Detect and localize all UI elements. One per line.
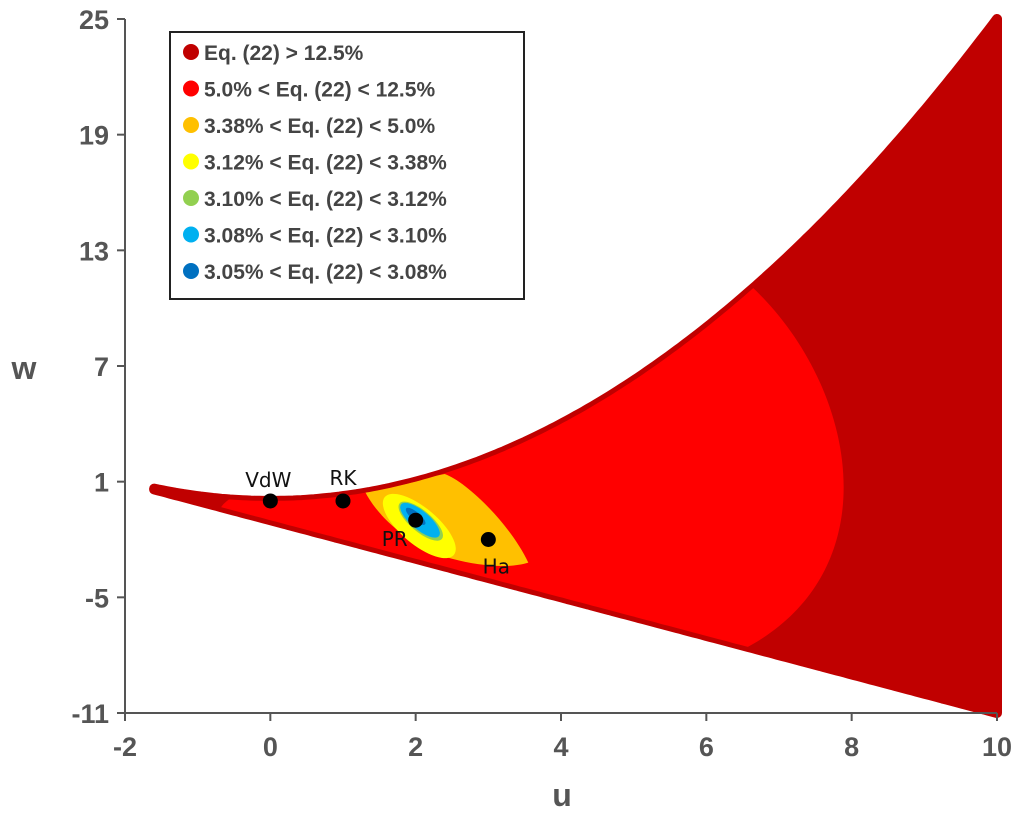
y-tick-label: -5 — [85, 583, 109, 613]
x-axis-label: u — [552, 777, 572, 813]
legend-label: 3.05% < Eq. (22) < 3.08% — [204, 261, 447, 284]
x-tick-label: 2 — [408, 732, 423, 762]
x-tick-label: 10 — [982, 732, 1012, 762]
legend-label: Eq. (22) > 12.5% — [204, 42, 364, 65]
legend-label: 3.10% < Eq. (22) < 3.12% — [204, 188, 447, 211]
y-axis-label: w — [11, 350, 37, 386]
y-ticks: 25 19 13 7 1 -5 -11 — [71, 5, 125, 729]
point-pr — [408, 512, 424, 528]
legend-marker — [183, 44, 199, 60]
x-tick-label: 0 — [263, 732, 278, 762]
point-ha — [480, 532, 496, 547]
x-tick-label: -2 — [113, 732, 137, 762]
y-tick-label: 19 — [79, 121, 109, 151]
legend-marker — [183, 80, 199, 97]
point-vdw — [262, 493, 278, 509]
legend-marker — [183, 226, 199, 243]
legend-label: 3.08% < Eq. (22) < 3.10% — [204, 225, 447, 248]
y-tick-label: 7 — [94, 352, 109, 382]
legend-entries: Eq. (22) > 12.5% 5.0% < Eq. (22) < 12.5% 3… — [183, 42, 447, 284]
legend-marker — [183, 190, 199, 206]
point-rk — [335, 493, 351, 509]
legend: Eq. (22) > 12.5% 5.0% < Eq. (22) < 12.5% 3… — [169, 31, 525, 300]
error-contours — [218, 285, 844, 654]
axes: -2 0 2 4 6 8 10 25 19 13 7 1 -5 -11 u w — [11, 5, 1012, 813]
legend-label: 5.0% < Eq. (22) < 12.5% — [204, 79, 435, 102]
y-tick-label: 1 — [94, 468, 109, 498]
legend-marker — [183, 263, 199, 279]
point-label: Ha — [483, 555, 510, 579]
legend-box — [169, 31, 525, 300]
point-label: PR — [382, 527, 408, 551]
x-tick-label: 4 — [553, 732, 568, 762]
legend-marker — [183, 153, 199, 170]
legend-label: 3.12% < Eq. (22) < 3.38% — [204, 152, 447, 175]
point-label: RK — [329, 466, 357, 490]
model-points: VdW RK PR Ha — [245, 466, 510, 579]
y-tick-label: 13 — [79, 236, 109, 266]
legend-label: 3.38% < Eq. (22) < 5.0% — [204, 115, 435, 138]
x-tick-label: 8 — [844, 732, 859, 762]
legend-marker — [183, 117, 199, 133]
y-tick-label: -11 — [71, 699, 109, 729]
point-label: VdW — [245, 468, 291, 492]
y-tick-label: 25 — [79, 5, 109, 35]
x-tick-label: 6 — [699, 732, 714, 762]
band-5-to-12-5 — [218, 285, 844, 654]
x-ticks: -2 0 2 4 6 8 10 — [113, 713, 1012, 762]
